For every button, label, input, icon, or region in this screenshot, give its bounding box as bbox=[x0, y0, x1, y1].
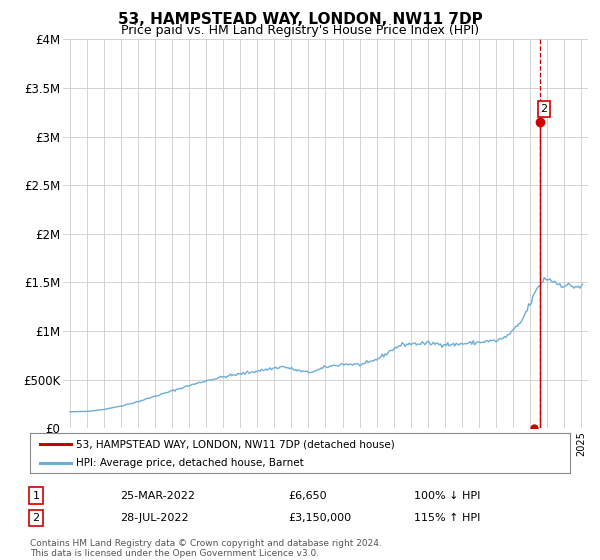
Text: 1: 1 bbox=[32, 491, 40, 501]
Text: 53, HAMPSTEAD WAY, LONDON, NW11 7DP (detached house): 53, HAMPSTEAD WAY, LONDON, NW11 7DP (det… bbox=[76, 439, 395, 449]
Text: 53, HAMPSTEAD WAY, LONDON, NW11 7DP: 53, HAMPSTEAD WAY, LONDON, NW11 7DP bbox=[118, 12, 482, 27]
Text: 28-JUL-2022: 28-JUL-2022 bbox=[120, 513, 188, 523]
Text: 25-MAR-2022: 25-MAR-2022 bbox=[120, 491, 195, 501]
Text: 2: 2 bbox=[32, 513, 40, 523]
Text: 100% ↓ HPI: 100% ↓ HPI bbox=[414, 491, 481, 501]
Text: 115% ↑ HPI: 115% ↑ HPI bbox=[414, 513, 481, 523]
Text: £6,650: £6,650 bbox=[288, 491, 326, 501]
Text: Contains HM Land Registry data © Crown copyright and database right 2024.
This d: Contains HM Land Registry data © Crown c… bbox=[30, 539, 382, 558]
Text: £3,150,000: £3,150,000 bbox=[288, 513, 351, 523]
Text: Price paid vs. HM Land Registry's House Price Index (HPI): Price paid vs. HM Land Registry's House … bbox=[121, 24, 479, 37]
Text: 2: 2 bbox=[541, 104, 548, 114]
Text: HPI: Average price, detached house, Barnet: HPI: Average price, detached house, Barn… bbox=[76, 458, 304, 468]
